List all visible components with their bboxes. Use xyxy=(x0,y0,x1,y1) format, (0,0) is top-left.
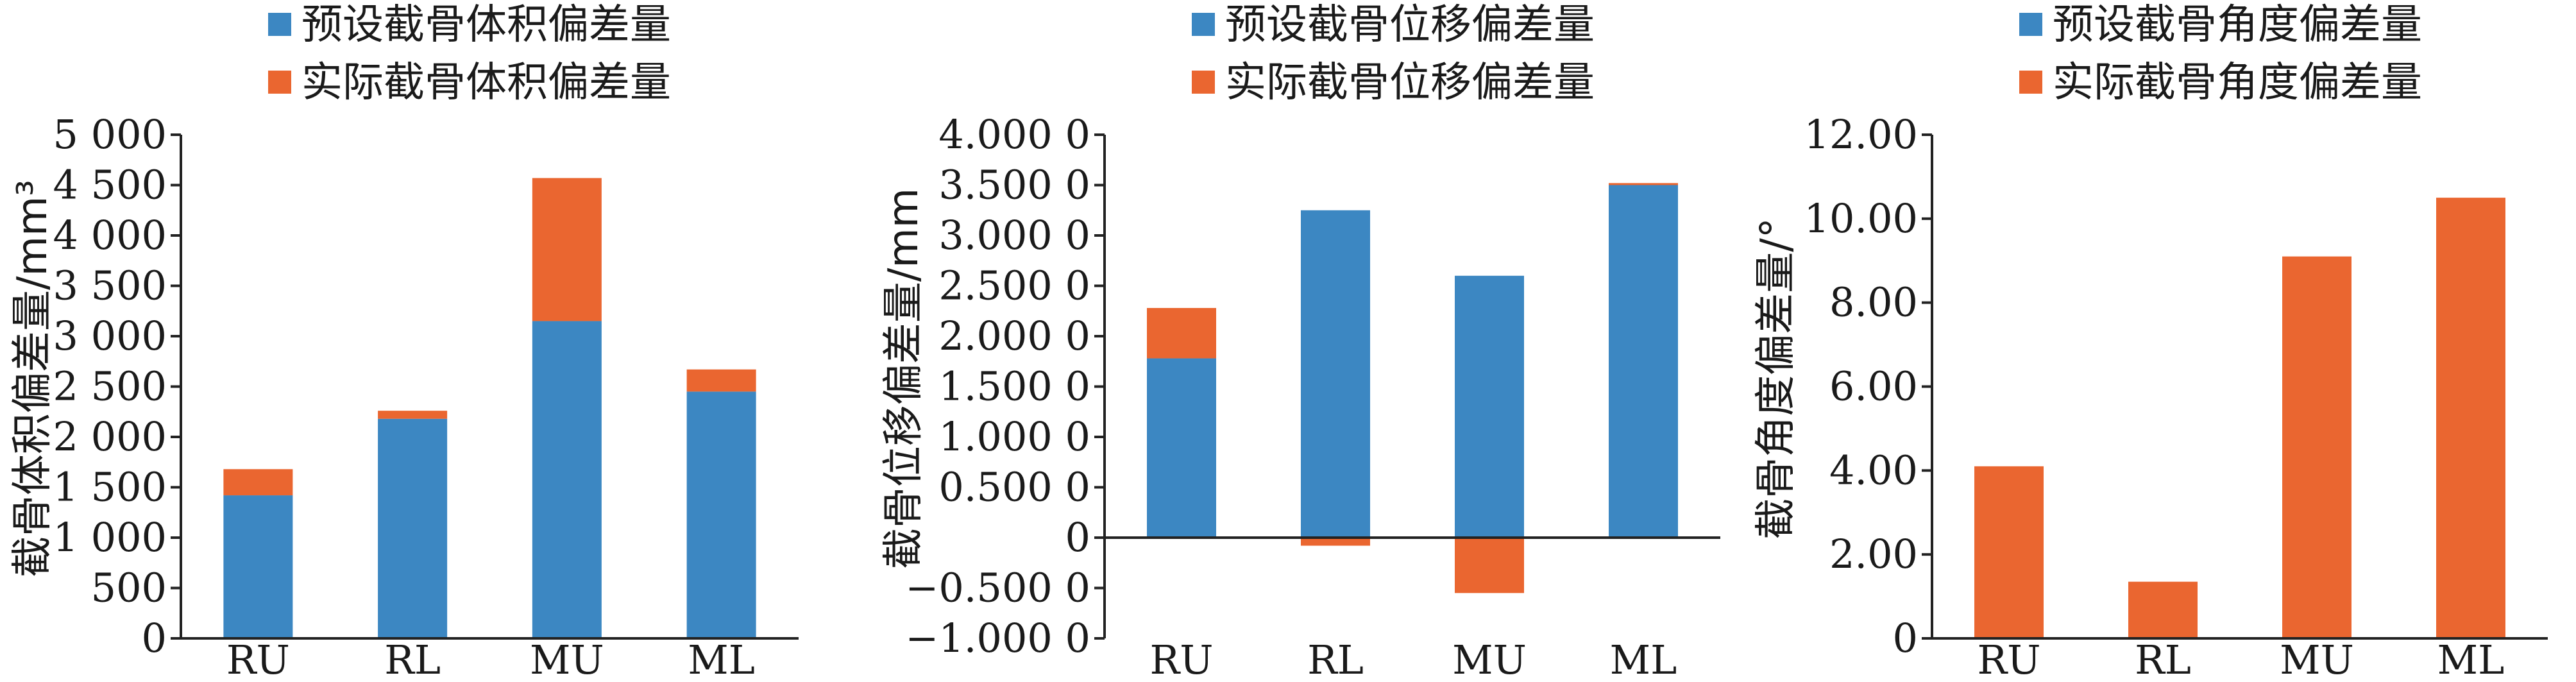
bar-actual xyxy=(2282,256,2351,638)
y-tick-label: 2.500 0 xyxy=(938,262,1090,309)
bar-actual xyxy=(686,369,756,392)
y-tick-label: 1.500 0 xyxy=(938,363,1090,410)
legend-label-actual: 实际截骨位移偏差量 xyxy=(1225,59,1595,107)
bar-actual xyxy=(1974,466,2044,638)
y-tick-label: 1 500 xyxy=(53,464,167,511)
y-tick-label: 3.500 0 xyxy=(938,162,1090,209)
bar-preset xyxy=(686,391,756,638)
y-tick-label: 0 xyxy=(1893,615,1918,661)
y-tick-label: 500 xyxy=(91,565,167,611)
bar-actual xyxy=(1455,538,1524,593)
bar-actual xyxy=(223,469,293,496)
bar-actual xyxy=(378,411,448,419)
bar-preset xyxy=(223,495,293,638)
y-tick-label: 3.000 0 xyxy=(938,212,1090,259)
y-tick-label: 12.00 xyxy=(1804,111,1919,158)
bar-actual xyxy=(2436,198,2505,638)
x-tick-label: RU xyxy=(1150,636,1214,682)
chart-panel-displacement: 预设截骨位移偏差量 实际截骨位移偏差量 截骨位移偏差量/mm −1.000 0−… xyxy=(880,1,1720,682)
legend-swatch-actual xyxy=(1192,71,1215,94)
bar-preset xyxy=(1147,358,1216,538)
y-tick-label: 4.000 0 xyxy=(938,111,1090,158)
y-tick-label: 6.00 xyxy=(1829,363,1918,410)
x-tick-label: MU xyxy=(1452,636,1527,682)
plot-area: −1.000 0−0.500 000.500 01.000 01.500 02.… xyxy=(905,111,1720,682)
legend: 预设截骨体积偏差量 实际截骨体积偏差量 xyxy=(268,1,671,107)
bar-actual xyxy=(1301,538,1370,546)
legend: 预设截骨位移偏差量 实际截骨位移偏差量 xyxy=(1192,1,1595,107)
y-tick-label: 4 000 xyxy=(53,212,167,259)
legend: 预设截骨角度偏差量 实际截骨角度偏差量 xyxy=(2019,1,2422,107)
x-tick-label: RL xyxy=(2135,636,2191,682)
legend-label-preset: 预设截骨位移偏差量 xyxy=(1225,1,1595,49)
y-tick-label: 2.00 xyxy=(1829,531,1918,577)
legend-label-actual: 实际截骨角度偏差量 xyxy=(2053,59,2422,107)
y-axis-label: 截骨角度偏差量/° xyxy=(1752,217,1800,540)
legend-swatch-preset xyxy=(2019,13,2042,36)
y-tick-label: 2 500 xyxy=(53,363,167,410)
y-tick-label: −1.000 0 xyxy=(905,615,1090,661)
legend-swatch-actual xyxy=(268,71,291,94)
y-tick-label: 1.000 0 xyxy=(938,413,1090,460)
y-tick-label: 2 000 xyxy=(53,413,167,460)
bar-preset xyxy=(532,321,602,638)
legend-swatch-preset xyxy=(1192,13,1215,36)
legend-label-actual: 实际截骨体积偏差量 xyxy=(301,59,671,107)
y-tick-label: 10.00 xyxy=(1804,195,1919,242)
x-tick-label: RL xyxy=(1307,636,1364,682)
x-tick-label: MU xyxy=(2280,636,2354,682)
bar-actual xyxy=(2128,581,2198,638)
y-tick-label: 0.500 0 xyxy=(938,464,1090,511)
x-tick-label: RU xyxy=(226,636,290,682)
x-tick-label: ML xyxy=(1610,636,1677,682)
y-tick-label: 3 000 xyxy=(53,312,167,359)
legend-label-preset: 预设截骨体积偏差量 xyxy=(301,1,671,49)
bar-actual xyxy=(1609,183,1678,185)
y-tick-label: 5 000 xyxy=(53,111,167,158)
y-tick-label: 3 500 xyxy=(53,262,167,309)
plot-area: 0 2.00 4.00 6.00 8.00 10.00 12.00 RU RL MU ML xyxy=(1804,111,2548,682)
bar-actual xyxy=(1147,308,1216,359)
chart-panel-angle: 预设截骨角度偏差量 实际截骨角度偏差量 截骨角度偏差量/° 0 2.00 4.00 6… xyxy=(1752,1,2548,682)
legend-swatch-actual xyxy=(2019,71,2042,94)
legend-label-preset: 预设截骨角度偏差量 xyxy=(2053,1,2422,49)
x-tick-label: ML xyxy=(2437,636,2505,682)
x-tick-label: MU xyxy=(530,636,604,682)
y-tick-label: 1 000 xyxy=(53,514,167,561)
x-tick-label: ML xyxy=(688,636,755,682)
y-tick-label: 0 xyxy=(142,615,167,661)
bar-actual xyxy=(532,178,602,321)
y-axis-label: 截骨体积偏差量/mm³ xyxy=(9,180,56,577)
x-tick-label: RU xyxy=(1978,636,2041,682)
y-tick-label: 4 500 xyxy=(53,162,167,209)
bar-preset xyxy=(378,418,448,638)
bar-preset xyxy=(1301,210,1370,538)
y-tick-label: −0.500 0 xyxy=(905,565,1090,611)
y-tick-label: 8.00 xyxy=(1829,279,1918,326)
bar-preset xyxy=(1455,275,1524,538)
y-axis-label: 截骨位移偏差量/mm xyxy=(880,188,928,569)
bar-preset xyxy=(1609,185,1678,538)
legend-swatch-preset xyxy=(268,13,291,36)
y-tick-label: 2.000 0 xyxy=(938,312,1090,359)
x-tick-label: RL xyxy=(384,636,441,682)
y-tick-label: 4.00 xyxy=(1829,447,1918,493)
y-tick-label: 0 xyxy=(1065,514,1090,561)
